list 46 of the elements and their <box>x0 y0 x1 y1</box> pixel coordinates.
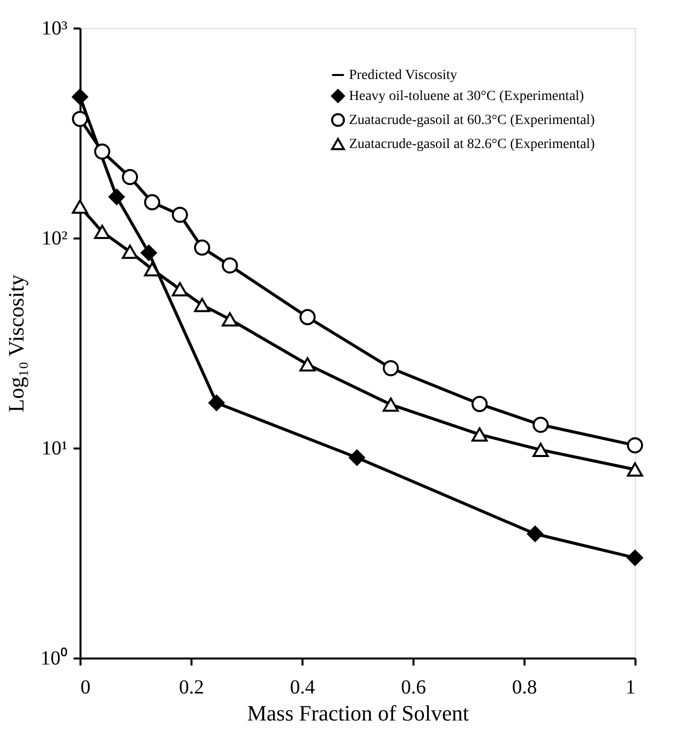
point <box>144 194 160 210</box>
x-axis-title: Mass Fraction of Solvent <box>247 700 469 726</box>
legend-label: Predicted Viscosity <box>349 68 458 83</box>
point <box>626 437 644 454</box>
x-tick-label: 0 <box>80 676 90 698</box>
point <box>348 450 366 466</box>
point <box>626 550 644 566</box>
point <box>194 298 210 312</box>
point <box>72 200 88 214</box>
x-tick-label: 0.4 <box>290 676 315 698</box>
point <box>122 169 138 186</box>
y-tick-label: 10³ <box>42 18 68 40</box>
legend-label: Heavy oil-toluene at 30°C (Experimental) <box>349 89 584 104</box>
point <box>172 282 188 296</box>
point <box>299 309 316 326</box>
point <box>72 88 88 105</box>
point <box>172 206 188 223</box>
point <box>527 526 544 542</box>
legend-label: Zuatacrude-gasoil at 60.3°C (Experimental) <box>349 113 596 128</box>
x-tick-label: 0.2 <box>179 676 204 698</box>
point <box>108 188 125 205</box>
point <box>382 360 399 376</box>
point <box>472 427 488 442</box>
point <box>626 462 644 477</box>
y-axis-title: Log₁₀ Viscosity <box>4 274 28 412</box>
x-tick-label: 0.6 <box>401 676 426 698</box>
point <box>299 357 316 372</box>
legend-label: Zuatacrude-gasoil at 82.6°C (Experimental) <box>349 137 596 152</box>
x-tick-label: 1 <box>626 676 636 698</box>
y-tick-label: 10⁰ <box>40 646 68 670</box>
point <box>222 312 238 326</box>
point <box>382 397 399 412</box>
y-tick-label: 10² <box>42 228 68 250</box>
point <box>72 110 88 127</box>
point <box>532 416 549 433</box>
point <box>94 224 110 239</box>
point <box>194 240 210 256</box>
x-tick-label: 0.8 <box>512 676 537 698</box>
point <box>140 244 157 261</box>
y-tick-label: 10¹ <box>42 438 68 460</box>
point <box>208 394 225 411</box>
point <box>472 396 488 412</box>
point <box>532 442 549 457</box>
point <box>122 244 138 259</box>
point <box>94 144 110 160</box>
point <box>222 257 238 274</box>
